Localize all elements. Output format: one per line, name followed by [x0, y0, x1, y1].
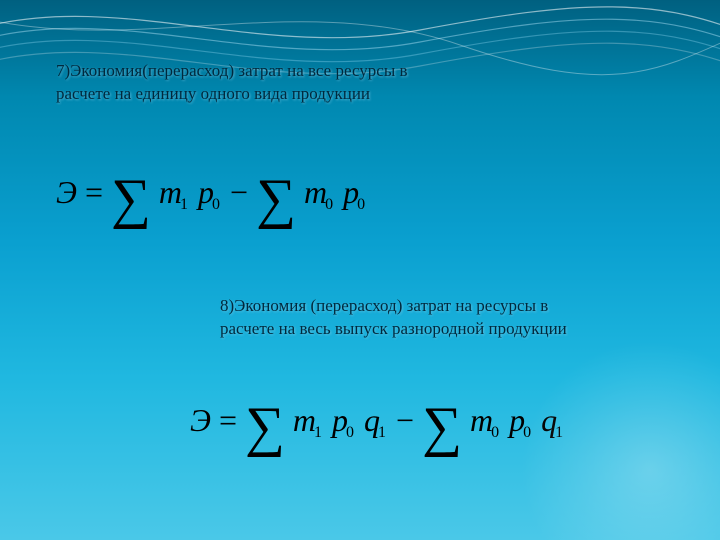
- item7-formula: Э = ∑ m1 p0 − ∑ m0 p0: [56, 174, 367, 217]
- item7-text: 7)Экономия(перерасход) затрат на все рес…: [56, 60, 436, 106]
- item8-text: 8)Экономия (перерасход) затрат на ресурс…: [220, 295, 600, 341]
- slide-content: 7)Экономия(перерасход) затрат на все рес…: [0, 0, 720, 540]
- item8-formula: Э = ∑ m1 p0 q1 − ∑ m0 p0 q1: [190, 402, 565, 445]
